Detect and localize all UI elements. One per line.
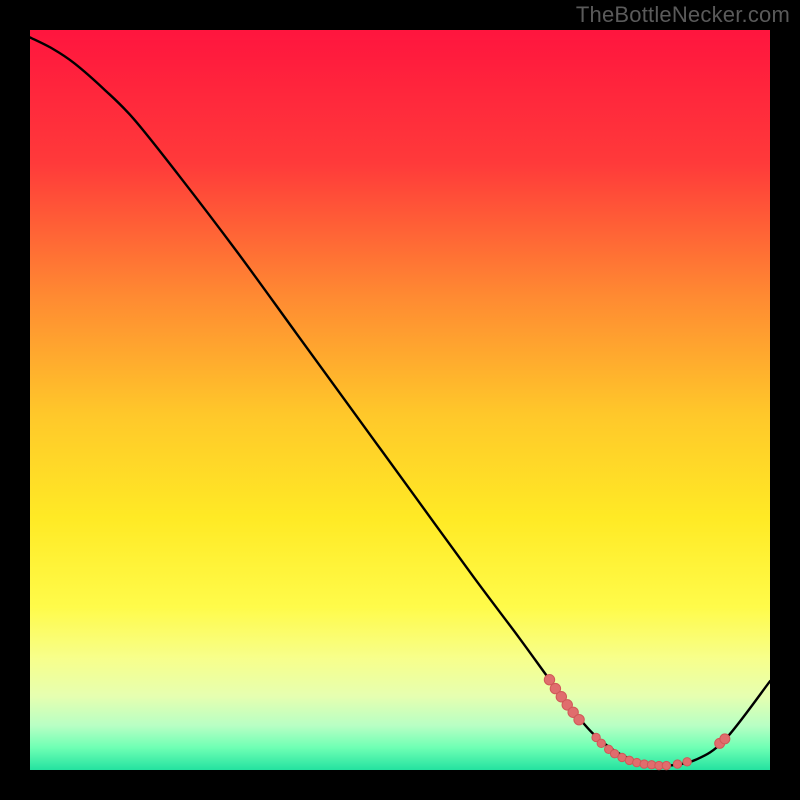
watermark-text: TheBottleNecker.com bbox=[576, 2, 790, 28]
chart-stage: TheBottleNecker.com bbox=[0, 0, 800, 800]
bottleneck-chart bbox=[0, 0, 800, 800]
data-marker bbox=[683, 758, 691, 766]
data-marker bbox=[574, 714, 584, 724]
data-marker bbox=[662, 761, 670, 769]
data-marker bbox=[673, 760, 681, 768]
data-marker bbox=[544, 675, 554, 685]
data-marker bbox=[720, 734, 730, 744]
chart-background bbox=[30, 30, 770, 770]
data-marker bbox=[597, 739, 605, 747]
